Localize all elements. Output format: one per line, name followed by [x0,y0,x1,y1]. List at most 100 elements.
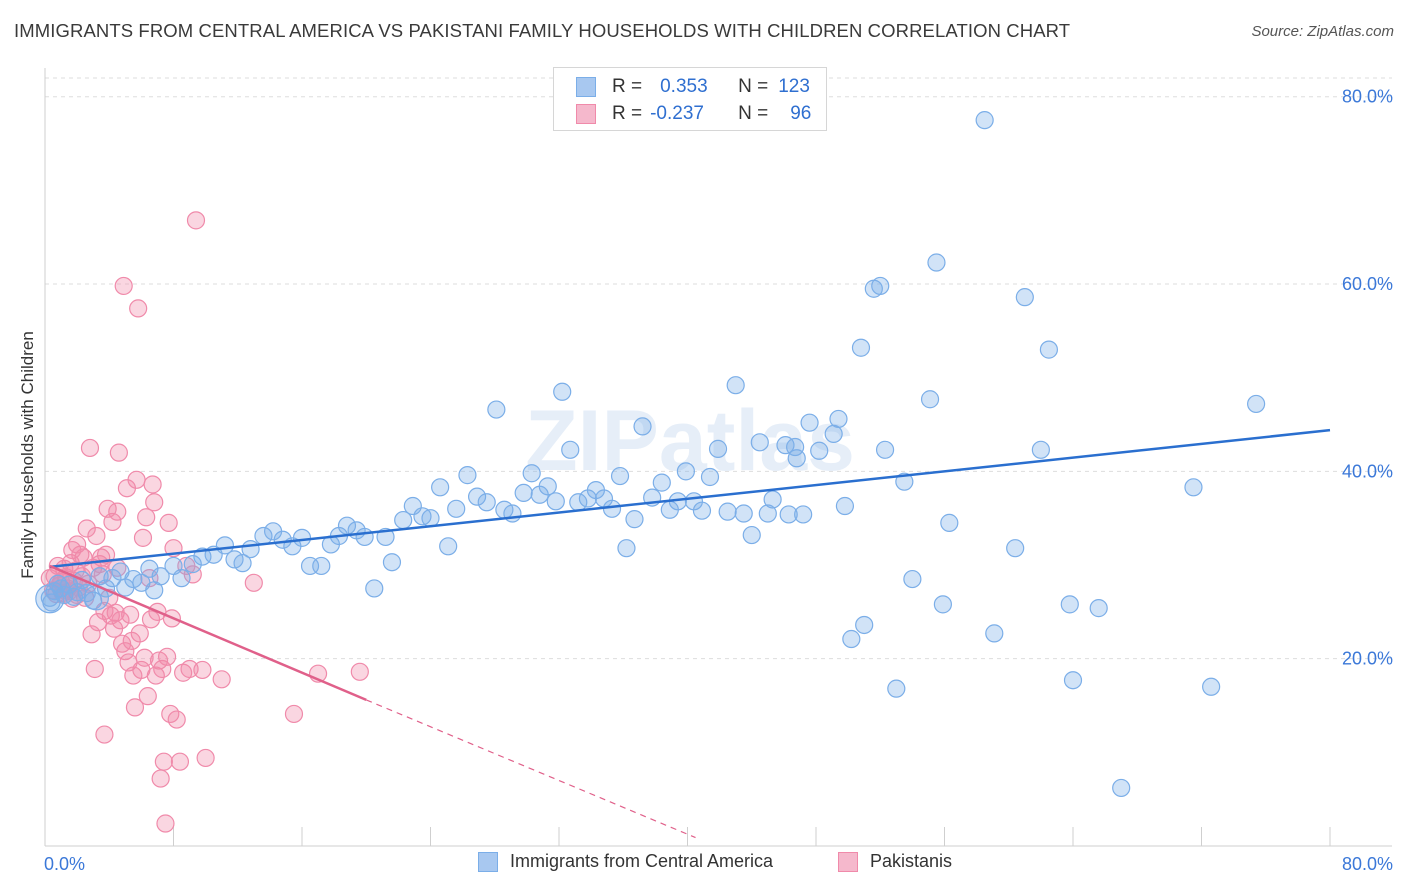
x-tick-label: 0.0% [44,854,85,874]
central-america-point [561,440,580,459]
y-tick-label: 60.0% [1342,274,1393,294]
central-america-point [887,679,906,698]
central-america-point [487,400,506,419]
central-america-point [1063,671,1083,690]
legend-swatch-pink [838,851,858,872]
pakistani-point [154,752,173,771]
pakistani-point [87,526,106,546]
central-america-point [172,569,191,588]
central-america-point [975,111,994,130]
pakistani-point [133,528,153,547]
legend-n-value: 123 [778,76,810,97]
pakistani-point [138,687,157,706]
correlation-legend: R = 0.353 N = 123 R = -0.237 N = 96 [553,67,827,131]
central-america-point [183,554,202,574]
central-america-point [726,376,745,395]
central-america-point [794,505,813,524]
pakistani-point [193,660,212,680]
legend-row-central-america: R = 0.353 N = 123 [576,73,810,101]
central-america-point [1031,440,1050,459]
central-america-point [786,437,805,457]
legend-r-label: R = [612,103,643,124]
central-america-point [676,462,695,481]
central-america-point [1247,394,1266,414]
series-legend: Immigrants from Central America Pakistan… [0,851,1406,879]
central-america-point [1015,288,1034,307]
central-america-point [553,382,572,401]
central-america-point [610,466,630,486]
y-axis-label: Family Households with Children [18,331,37,579]
central-america-point [787,449,806,468]
pakistani-point [159,513,178,532]
central-america-point [538,477,557,496]
pakistani-point [80,438,100,458]
legend-r-value: 0.353 [660,76,708,97]
tick-labels: 20.0% 40.0% 60.0% 80.0% 0.0% 80.0% [44,87,1393,874]
pakistani-point [116,642,135,661]
pakistani-point [96,545,116,564]
central-america-point [700,467,720,487]
legend-label: Immigrants from Central America [510,851,774,871]
central-america-point [851,338,871,357]
central-america-point [758,504,777,523]
pakistani-point [143,475,162,494]
central-america-point [903,569,922,589]
central-america-point [447,499,466,518]
pakistani-point [141,610,161,629]
central-america-point [514,483,533,503]
central-america-trend-line [49,428,1331,569]
pakistani-point [167,710,186,729]
central-america-point [355,527,374,547]
central-america-point [625,510,644,529]
central-america-point [617,539,636,558]
central-america-point [927,253,946,272]
pakistani-point [183,565,202,584]
central-america-point [233,554,252,573]
central-america-point [40,588,59,607]
central-america-point [365,579,384,598]
pakistani-point [109,443,128,462]
legend-item-central-america[interactable]: Immigrants from Central America [478,851,773,872]
pakistani-point [186,211,206,230]
central-america-point [193,547,212,566]
pakistani-trend-extension [366,699,696,839]
central-america-point [546,492,565,511]
central-america-point [779,505,798,524]
central-america-point [652,473,671,492]
central-america-point [1060,595,1079,614]
central-america-point-large [35,584,65,614]
x-tick-label: 80.0% [1342,854,1393,874]
pakistani-point [196,748,215,768]
central-america-point [718,502,737,521]
central-america-point [692,501,712,520]
legend-swatch-blue [478,851,498,872]
pakistanis-points [40,211,369,833]
central-america-point [382,553,402,572]
pakistani-point [95,725,114,744]
axes [44,68,1392,847]
pakistani-point [68,535,87,554]
central-america-point [871,276,890,296]
central-america-point [241,540,260,559]
pakistani-point [180,659,199,679]
central-america-point [800,413,819,432]
pakistani-point [108,502,127,521]
pakistani-point [146,666,165,685]
central-america-point [1112,778,1131,798]
pakistani-point [284,704,304,724]
central-america-point [633,417,652,436]
pakistani-point [151,769,170,788]
central-america-point [940,513,959,532]
central-america-point [312,556,331,576]
central-america-point [1006,539,1025,558]
central-america-point [292,528,312,547]
central-america-point [1039,340,1059,359]
pakistani-point [157,647,177,666]
central-america-point [1184,478,1203,497]
gridlines [45,77,1392,660]
central-america-point [842,629,861,649]
central-america-point [1202,677,1221,696]
legend-item-pakistanis[interactable]: Pakistanis [838,851,952,872]
legend-row-pakistanis: R = -0.237 N = 96 [576,100,811,128]
